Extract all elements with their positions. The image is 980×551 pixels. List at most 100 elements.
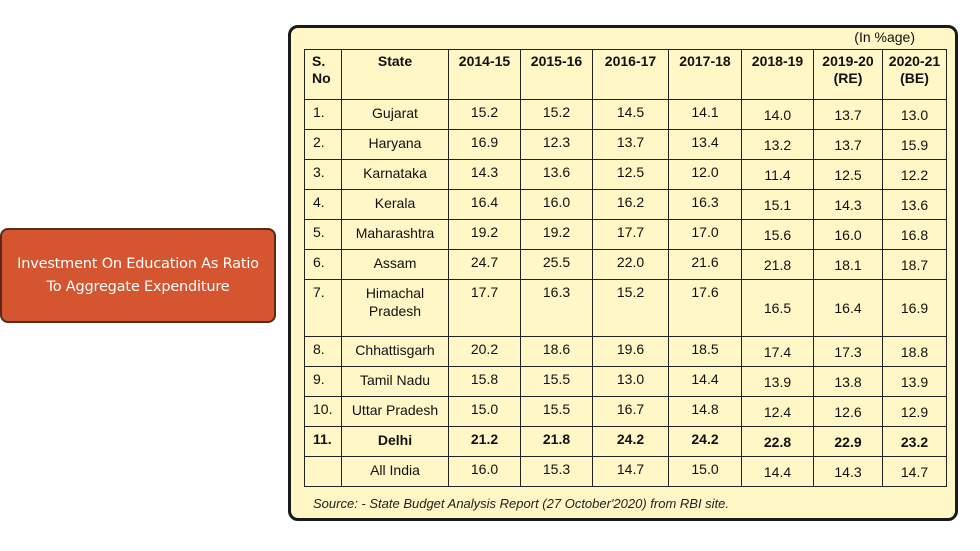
table-row: 2. Haryana 16.9 12.3 13.7 13.4 13.2 13.7 15.9 xyxy=(304,129,947,160)
row-value: 13.8 xyxy=(813,366,883,397)
row-state: Haryana xyxy=(341,129,449,160)
row-value: 15.1 xyxy=(741,189,814,220)
row-sno: 6. xyxy=(304,249,342,280)
row-value: 15.0 xyxy=(448,396,521,427)
row-value: 20.2 xyxy=(448,336,521,367)
row-state: Karnataka xyxy=(341,159,449,190)
row-value: 13.9 xyxy=(882,366,947,397)
row-sno: 10. xyxy=(304,396,342,427)
row-value: 14.7 xyxy=(882,456,947,487)
row-state: Gujarat xyxy=(341,99,449,130)
row-value: 21.8 xyxy=(741,249,814,280)
table-row: All India 16.0 15.3 14.7 15.0 14.4 14.3 14.7 xyxy=(304,456,947,487)
table-row: 5. Maharashtra 19.2 19.2 17.7 17.0 15.6 16.0 16.… xyxy=(304,219,947,250)
row-state: Chhattisgarh xyxy=(341,336,449,367)
title-line-2: To Aggregate Expenditure xyxy=(46,278,230,295)
row-value: 24.2 xyxy=(592,426,669,457)
table-row: 11. Delhi 21.2 21.8 24.2 24.2 22.8 22.9 23.2 xyxy=(304,426,947,457)
row-sno: 5. xyxy=(304,219,342,250)
row-value: 14.8 xyxy=(668,396,742,427)
row-value: 15.9 xyxy=(882,129,947,160)
row-value: 14.4 xyxy=(668,366,742,397)
row-value: 14.1 xyxy=(668,99,742,130)
row-state-line2: Pradesh xyxy=(368,303,422,319)
header-2019-20-type: (RE) xyxy=(833,70,863,86)
row-value: 14.3 xyxy=(813,189,883,220)
row-value: 18.8 xyxy=(882,336,947,367)
header-2019-20: 2019-20 (RE) xyxy=(813,49,883,100)
row-value: 15.2 xyxy=(448,99,521,130)
row-value: 17.7 xyxy=(448,279,521,337)
row-value: 12.5 xyxy=(592,159,669,190)
row-state-line1: Himachal xyxy=(365,285,425,301)
row-sno: 4. xyxy=(304,189,342,220)
row-value: 16.5 xyxy=(741,279,814,337)
table-row: 10. Uttar Pradesh 15.0 15.5 16.7 14.8 12.4 12.6… xyxy=(304,396,947,427)
row-value: 17.4 xyxy=(741,336,814,367)
row-value: 13.0 xyxy=(882,99,947,130)
header-sno: S. No xyxy=(304,49,342,100)
row-value: 13.2 xyxy=(741,129,814,160)
table-row: 1. Gujarat 15.2 15.2 14.5 14.1 14.0 13.7 13.0 xyxy=(304,99,947,130)
row-sno: 2. xyxy=(304,129,342,160)
row-value: 13.7 xyxy=(813,129,883,160)
row-value: 22.9 xyxy=(813,426,883,457)
row-value: 13.9 xyxy=(741,366,814,397)
row-sno: 1. xyxy=(304,99,342,130)
row-value: 24.2 xyxy=(668,426,742,457)
row-value: 25.5 xyxy=(520,249,593,280)
header-2017-18: 2017-18 xyxy=(668,49,742,100)
row-state: Kerala xyxy=(341,189,449,220)
row-value: 12.0 xyxy=(668,159,742,190)
table-row: 8. Chhattisgarh 20.2 18.6 19.6 18.5 17.4 17.3 18… xyxy=(304,336,947,367)
row-value: 16.9 xyxy=(882,279,947,337)
row-value: 15.8 xyxy=(448,366,521,397)
row-value: 14.3 xyxy=(813,456,883,487)
row-value: 15.5 xyxy=(520,366,593,397)
row-value: 21.6 xyxy=(668,249,742,280)
row-sno: 11. xyxy=(304,426,342,457)
header-sno-line2: No xyxy=(312,70,331,86)
row-value: 17.0 xyxy=(668,219,742,250)
table-panel: (In %age) S. No State 2014-15 2015-16 20… xyxy=(288,25,958,521)
row-value: 16.9 xyxy=(448,129,521,160)
row-value: 21.8 xyxy=(520,426,593,457)
row-value: 14.7 xyxy=(592,456,669,487)
row-value: 18.1 xyxy=(813,249,883,280)
header-state: State xyxy=(341,49,449,100)
row-value: 12.6 xyxy=(813,396,883,427)
row-value: 15.2 xyxy=(520,99,593,130)
row-value: 16.4 xyxy=(813,279,883,337)
row-value: 17.6 xyxy=(668,279,742,337)
table-row: 4. Kerala 16.4 16.0 16.2 16.3 15.1 14.3 13.6 xyxy=(304,189,947,220)
row-value: 16.3 xyxy=(668,189,742,220)
table-row: 3. Karnataka 14.3 13.6 12.5 12.0 11.4 12.5 12.2 xyxy=(304,159,947,190)
row-value: 12.3 xyxy=(520,129,593,160)
row-value: 15.6 xyxy=(741,219,814,250)
row-value: 18.7 xyxy=(882,249,947,280)
row-value: 13.6 xyxy=(882,189,947,220)
header-row: S. No State 2014-15 2015-16 2016-17 2017… xyxy=(304,49,947,100)
row-state: Assam xyxy=(341,249,449,280)
table-row: 6. Assam 24.7 25.5 22.0 21.6 21.8 18.1 18.7 xyxy=(304,249,947,280)
header-2016-17: 2016-17 xyxy=(592,49,669,100)
row-value: 16.3 xyxy=(520,279,593,337)
header-sno-line1: S. xyxy=(312,53,326,69)
row-value: 21.2 xyxy=(448,426,521,457)
row-sno xyxy=(304,456,342,487)
row-value: 19.2 xyxy=(520,219,593,250)
row-value: 14.0 xyxy=(741,99,814,130)
row-value: 16.8 xyxy=(882,219,947,250)
row-value: 18.5 xyxy=(668,336,742,367)
row-sno: 8. xyxy=(304,336,342,367)
row-value: 12.9 xyxy=(882,396,947,427)
row-value: 15.5 xyxy=(520,396,593,427)
row-value: 18.6 xyxy=(520,336,593,367)
row-value: 13.0 xyxy=(592,366,669,397)
row-value: 17.7 xyxy=(592,219,669,250)
row-sno: 9. xyxy=(304,366,342,397)
row-sno: 7. xyxy=(304,279,342,337)
row-value: 15.3 xyxy=(520,456,593,487)
table-row: 7. Himachal Pradesh 17.7 16.3 15.2 17.6 16.5 16.… xyxy=(304,279,947,337)
row-value: 14.5 xyxy=(592,99,669,130)
